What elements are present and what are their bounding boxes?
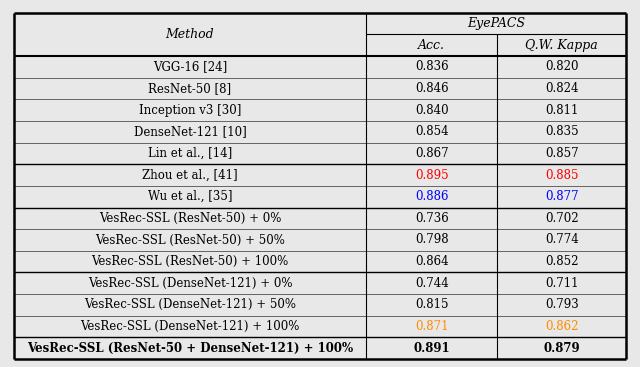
Text: VesRec-SSL (DenseNet-121) + 0%: VesRec-SSL (DenseNet-121) + 0% [88,277,292,290]
Text: Zhou et al., [41]: Zhou et al., [41] [142,168,238,182]
Text: VesRec-SSL (ResNet-50) + 100%: VesRec-SSL (ResNet-50) + 100% [92,255,289,268]
Text: 0.864: 0.864 [415,255,449,268]
Text: 0.811: 0.811 [545,104,579,117]
Text: VesRec-SSL (ResNet-50 + DenseNet-121) + 100%: VesRec-SSL (ResNet-50 + DenseNet-121) + … [27,342,353,355]
Text: VesRec-SSL (ResNet-50) + 50%: VesRec-SSL (ResNet-50) + 50% [95,233,285,247]
Text: VGG-16 [24]: VGG-16 [24] [153,61,227,73]
Text: 0.852: 0.852 [545,255,579,268]
Text: 0.840: 0.840 [415,104,449,117]
Text: 0.711: 0.711 [545,277,579,290]
Text: Wu et al., [35]: Wu et al., [35] [148,190,232,203]
Text: 0.815: 0.815 [415,298,449,311]
Text: 0.891: 0.891 [413,342,450,355]
Text: 0.820: 0.820 [545,61,579,73]
Text: VesRec-SSL (DenseNet-121) + 50%: VesRec-SSL (DenseNet-121) + 50% [84,298,296,311]
Text: ResNet-50 [8]: ResNet-50 [8] [148,82,232,95]
Text: 0.877: 0.877 [545,190,579,203]
Text: 0.879: 0.879 [543,342,580,355]
Text: 0.854: 0.854 [415,125,449,138]
Text: Q.W. Kappa: Q.W. Kappa [525,39,598,52]
Text: Lin et al., [14]: Lin et al., [14] [148,147,232,160]
Text: Inception v3 [30]: Inception v3 [30] [139,104,241,117]
Text: 0.736: 0.736 [415,212,449,225]
Text: 0.867: 0.867 [415,147,449,160]
Text: 0.744: 0.744 [415,277,449,290]
Text: 0.895: 0.895 [415,168,449,182]
Text: 0.836: 0.836 [415,61,449,73]
Text: 0.702: 0.702 [545,212,579,225]
Text: 0.886: 0.886 [415,190,449,203]
Text: 0.846: 0.846 [415,82,449,95]
Text: VesRec-SSL (ResNet-50) + 0%: VesRec-SSL (ResNet-50) + 0% [99,212,281,225]
Text: 0.885: 0.885 [545,168,579,182]
Text: Method: Method [166,28,214,41]
Text: 0.857: 0.857 [545,147,579,160]
Text: 0.774: 0.774 [545,233,579,247]
Text: 0.798: 0.798 [415,233,449,247]
Text: 0.793: 0.793 [545,298,579,311]
Text: 0.871: 0.871 [415,320,449,333]
Text: 0.862: 0.862 [545,320,579,333]
Text: DenseNet-121 [10]: DenseNet-121 [10] [134,125,246,138]
Text: Acc.: Acc. [418,39,445,52]
Text: VesRec-SSL (DenseNet-121) + 100%: VesRec-SSL (DenseNet-121) + 100% [80,320,300,333]
Text: 0.835: 0.835 [545,125,579,138]
Text: 0.824: 0.824 [545,82,579,95]
Text: EyePACS: EyePACS [467,17,525,30]
